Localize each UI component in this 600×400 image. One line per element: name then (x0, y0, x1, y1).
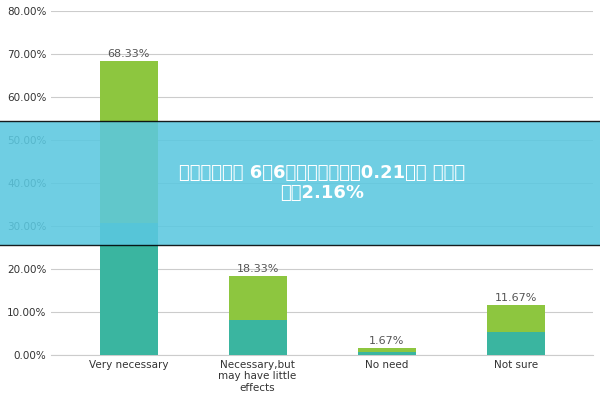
Bar (229, 320, 287, 355)
Text: 金融行业杠杆 6月6日齐鲁转债上涨0.21％， 转股溢
价獴2.16%: 金融行业杠杆 6月6日齐鲁转债上涨0.21％， 转股溢 价獴2.16% (179, 164, 465, 202)
Text: 1.67%: 1.67% (369, 336, 404, 346)
Text: 68.33%: 68.33% (107, 49, 150, 59)
Bar (229, 276, 287, 320)
Bar (100, 223, 158, 355)
Text: 18.33%: 18.33% (236, 264, 279, 274)
Bar (487, 332, 545, 355)
FancyBboxPatch shape (0, 121, 600, 245)
Bar (487, 305, 545, 332)
Text: 11.67%: 11.67% (494, 293, 537, 303)
Bar (100, 61, 158, 223)
Bar (358, 352, 416, 355)
Bar (358, 348, 416, 352)
